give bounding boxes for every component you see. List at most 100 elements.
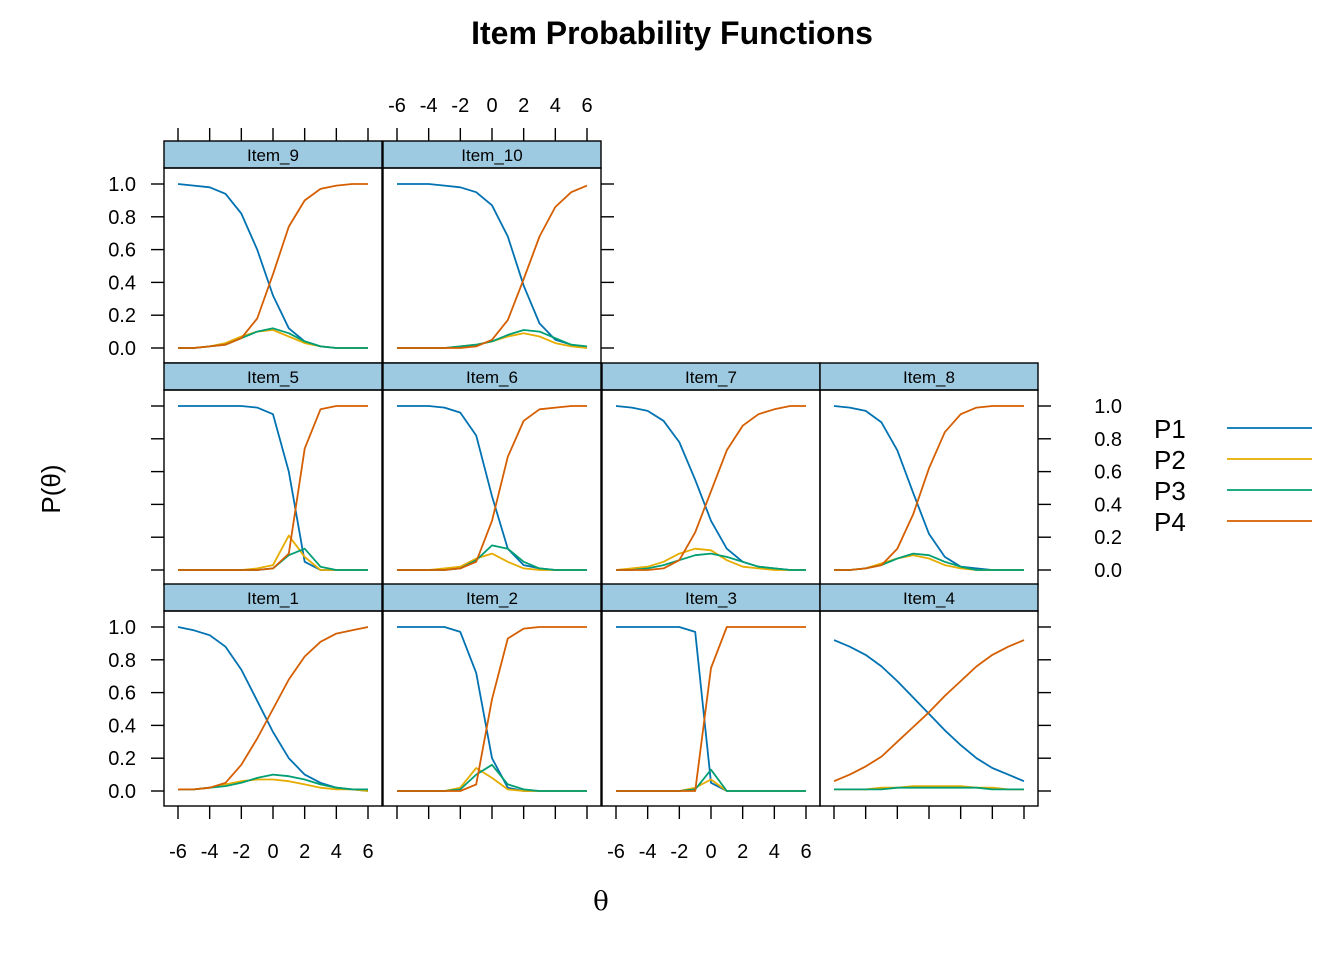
series-p4-item-4: [833, 639, 1025, 783]
x-tick-label: 4: [769, 841, 780, 863]
y-tick-label: 1.0: [1094, 396, 1122, 418]
series-p4-item-8: [834, 405, 1024, 571]
series-p4-item-6: [397, 405, 587, 571]
strip-label-item-4: Item_4: [903, 589, 955, 608]
legend-label-p2: P2: [1154, 445, 1186, 475]
x-tick-label: -2: [451, 95, 469, 117]
x-tick-label: 0: [267, 841, 278, 863]
x-tick-label: -6: [169, 841, 187, 863]
y-tick-label: 0.6: [108, 683, 136, 705]
series-p2-item-7: [615, 547, 806, 571]
series-p4-item-9: [178, 183, 368, 349]
strip-label-item-5: Item_5: [247, 368, 299, 387]
x-tick-label: -4: [420, 95, 438, 117]
series-p2-item-5: [178, 534, 368, 571]
panel-frame-item-7: [601, 389, 821, 586]
series-p2-item-2: [397, 767, 587, 792]
strip-label-item-2: Item_2: [466, 589, 518, 608]
series-p3-item-6: [397, 544, 587, 571]
strip-item-2: [382, 583, 602, 612]
x-tick-label: 6: [800, 841, 811, 863]
strip-label-item-6: Item_6: [466, 368, 518, 387]
legend-label-p1: P1: [1154, 414, 1186, 444]
y-tick-label: 0.0: [108, 781, 136, 803]
y-tick-label: 0.4: [108, 272, 136, 294]
series-p3-item-4: [834, 786, 1024, 791]
strip-item-8: [819, 362, 1039, 391]
strip-item-10: [382, 140, 602, 169]
strip-label-item-9: Item_9: [247, 146, 299, 165]
x-tick-label: 0: [486, 95, 497, 117]
y-tick-label: 0.8: [108, 650, 136, 672]
y-tick-label: 0.2: [1094, 527, 1122, 549]
y-tick-label: 0.6: [108, 240, 136, 262]
series-p4-item-2: [397, 626, 587, 792]
series-p1-item-5: [178, 405, 368, 571]
legend-label-p4: P4: [1154, 507, 1186, 537]
series-p3-item-7: [616, 552, 806, 571]
x-tick-label: 0: [705, 841, 716, 863]
series-p4-item-3: [616, 626, 806, 792]
y-tick-label: 0.8: [1094, 429, 1122, 451]
y-tick-label: 0.6: [1094, 462, 1122, 484]
series-p3-item-5: [178, 547, 368, 571]
y-tick-label: 0.2: [108, 748, 136, 770]
y-tick-label: 1.0: [108, 174, 136, 196]
x-tick-label: 4: [331, 841, 342, 863]
x-tick-label: -2: [670, 841, 688, 863]
panel-frame-item-10: [382, 167, 602, 364]
series-p4-item-7: [616, 405, 806, 571]
x-tick-label: 4: [550, 95, 561, 117]
y-tick-label: 0.4: [108, 715, 136, 737]
series-p2-item-1: [178, 778, 369, 792]
x-tick-label: 2: [737, 841, 748, 863]
series-p1-item-4: [833, 639, 1025, 783]
x-tick-label: 2: [518, 95, 529, 117]
series-p2-item-9: [178, 329, 368, 349]
y-tick-label: 0.0: [1094, 560, 1122, 582]
strip-label-item-3: Item_3: [685, 589, 737, 608]
series-p2-item-6: [397, 552, 587, 571]
strip-label-item-8: Item_8: [903, 368, 955, 387]
legend-label-p3: P3: [1154, 476, 1186, 506]
y-tick-label: 0.2: [108, 305, 136, 327]
series-p1-item-3: [616, 626, 806, 792]
y-tick-label: 0.0: [108, 338, 136, 360]
series-p1-item-8: [833, 405, 1024, 571]
series-p4-item-1: [178, 626, 369, 791]
strip-label-item-10: Item_10: [461, 146, 522, 165]
x-tick-label: 2: [299, 841, 310, 863]
strip-item-6: [382, 362, 602, 391]
strip-label-item-7: Item_7: [685, 368, 737, 387]
strip-item-9: [163, 140, 383, 169]
series-p4-item-5: [178, 405, 368, 571]
strip-item-4: [819, 583, 1039, 612]
panel-frame-item-9: [163, 167, 383, 364]
panel-frame-item-5: [163, 389, 383, 586]
series-p4-item-10: [397, 184, 588, 349]
series-p1-item-10: [397, 183, 588, 349]
series-p1-item-7: [615, 405, 806, 571]
x-tick-label: -4: [201, 841, 219, 863]
panel-frame-item-2: [382, 610, 602, 807]
series-p1-item-9: [177, 183, 368, 349]
strip-item-3: [601, 583, 821, 612]
x-tick-label: 6: [581, 95, 592, 117]
panel-frame-item-6: [382, 389, 602, 586]
y-axis-title: P(θ): [36, 464, 66, 513]
x-tick-label: -2: [232, 841, 250, 863]
x-tick-label: -4: [639, 841, 657, 863]
panel-frame-item-4: [819, 610, 1039, 807]
y-tick-label: 1.0: [108, 617, 136, 639]
series-p3-item-8: [834, 552, 1024, 571]
x-axis-title: θ: [593, 887, 609, 917]
strip-item-5: [163, 362, 383, 391]
x-tick-label: 6: [362, 841, 373, 863]
series-p3-item-9: [178, 327, 368, 349]
series-p2-item-8: [834, 554, 1024, 571]
series-p1-item-2: [397, 626, 587, 792]
chart-title: Item Probability Functions: [471, 15, 873, 51]
strip-label-item-1: Item_1: [247, 589, 299, 608]
